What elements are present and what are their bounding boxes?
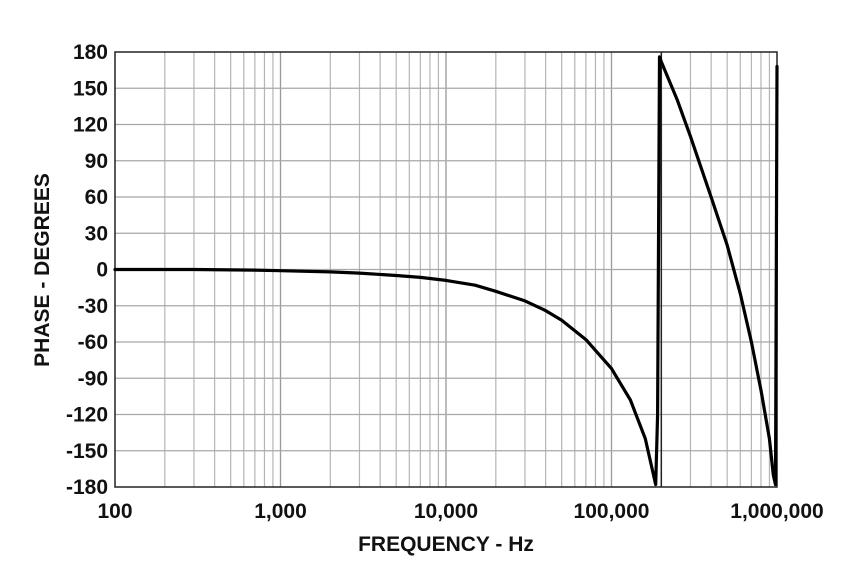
y-tick-label: 90 (85, 150, 108, 173)
y-tick-label: -60 (78, 331, 108, 354)
y-tick-label: 0 (96, 259, 108, 282)
x-tick-label: 1,000,000 (730, 500, 823, 523)
y-tick-label: 30 (85, 222, 108, 245)
y-tick-label: 180 (73, 41, 108, 64)
y-tick-label: 60 (85, 186, 108, 209)
y-axis-tick-labels: 180 150 120 90 60 30 0 -30 -60 -90 -120 -150 -180 (66, 41, 108, 499)
x-tick-label: 1,000 (254, 500, 307, 523)
y-tick-label: 120 (73, 114, 108, 137)
y-tick-label: -120 (66, 404, 108, 427)
phase-curve (113, 55, 779, 487)
y-tick-label: -150 (66, 440, 108, 463)
x-tick-label: 100,000 (574, 500, 650, 523)
x-tick-label: 100 (97, 500, 132, 523)
y-axis-label: PHASE - DEGREES (31, 173, 54, 367)
x-axis-tick-labels: 100 1,000 10,000 100,000 1,000,000 (97, 500, 823, 523)
y-tick-label: -180 (66, 476, 108, 499)
y-tick-label: -30 (78, 295, 108, 318)
grid-major (115, 52, 777, 487)
x-axis-label: FREQUENCY - Hz (358, 533, 534, 556)
y-tick-label: 150 (73, 77, 108, 100)
x-tick-label: 10,000 (414, 500, 478, 523)
y-tick-label: -90 (78, 367, 108, 390)
